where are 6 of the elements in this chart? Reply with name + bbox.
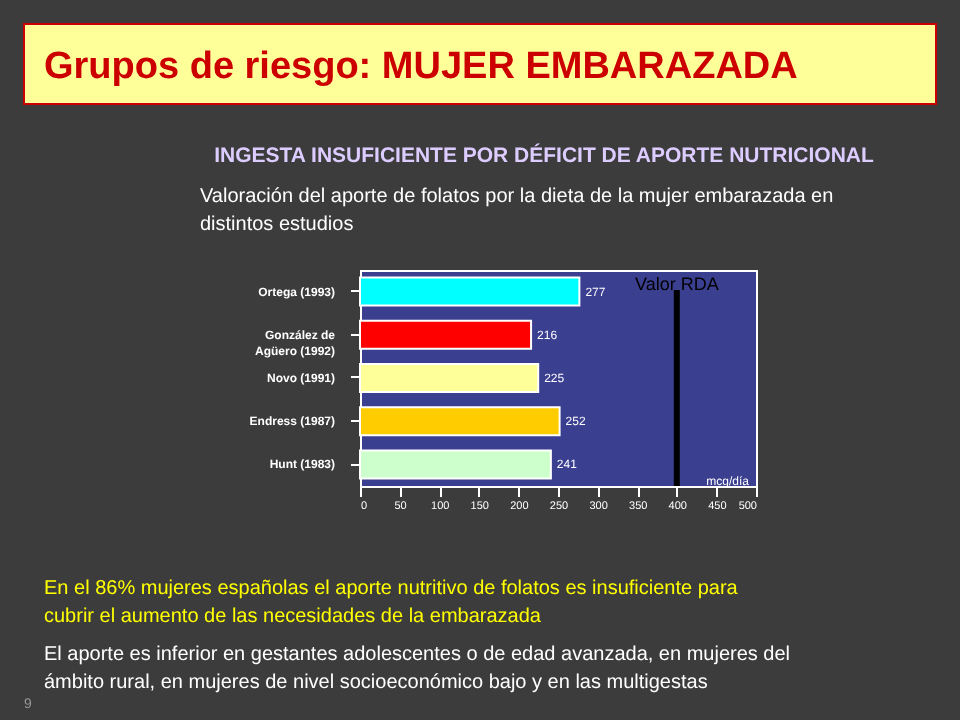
text: El aporte es inferior en gestantes adolescentes o de edad avanzada, en mujeres del ámbito rural, en mujeres de nivel socioeconómico bajo y en las multigestas xyxy=(44,644,791,694)
text: Valoración del aporte de folatos por la dieta de la mujer embarazada en distintos estudios xyxy=(200,186,834,236)
ref-line-label: Valor RDA xyxy=(634,274,719,294)
text: En el 86% mujeres españolas el aporte nutritivo de folatos es insuficiente para cubrir el aumento de las necesidades de la embarazada xyxy=(44,578,739,628)
chart-title: Grupos de riesgo: MUJER EMBARAZADA xyxy=(44,46,799,88)
chart-subtitle: INGESTA INSUFICIENTE POR DÉFICIT DE APORTE NUTRICIONAL xyxy=(214,142,875,168)
